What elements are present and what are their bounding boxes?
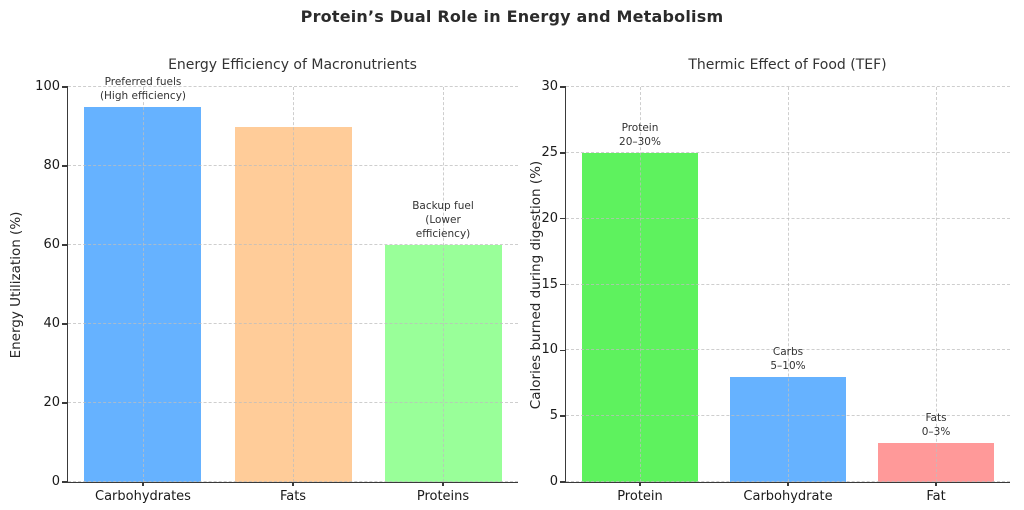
x-tick-mark [142,482,144,486]
plot-area: Preferred fuels (High efficiency) Backup … [35,76,518,504]
y-tick-label: 30 [541,79,558,94]
y-tick-label: 0 [549,474,558,489]
y-tick-label: 60 [43,237,60,252]
y-tick-mark [559,349,566,352]
y-tick-mark [559,152,566,154]
y-tick-label: 100 [35,79,60,94]
x-tick-mark [935,482,937,486]
y-tick-mark [61,481,68,483]
gridline-vertical [639,87,641,482]
axes-title: Energy Efficiency of Macronutrients [168,57,417,73]
y-tick-label: 40 [43,316,60,331]
gridline-vertical [293,87,294,482]
bar-annotation: Backup fuel (Lower efficiency) [412,200,474,241]
gridline-horizontal [68,86,518,87]
figure-title: Protein’s Dual Role in Energy and Metabo… [300,7,724,26]
y-tick-mark [559,283,566,286]
x-tick-label: Proteins [416,489,470,504]
y-tick-label: 80 [43,158,60,173]
x-tick-label: Carbohydrates [95,489,191,504]
y-tick-label: 20 [43,395,60,410]
y-tick-mark [61,244,68,246]
bar-annotation: Preferred fuels (High efficiency) [99,76,187,102]
y-tick-label: 0 [51,474,60,489]
bar-annotation: Protein 20–30% [619,122,661,148]
x-tick-label: Protein [617,489,663,504]
x-tick-label: Fat [926,489,946,504]
gridline-vertical [443,87,444,482]
y-tick-mark [61,402,68,404]
y-tick-mark [559,415,566,417]
x-tick-mark [292,482,294,486]
x-tick-mark [787,482,789,486]
y-tick-mark [559,481,566,483]
bar-annotation: Fats 0–3% [921,411,951,438]
y-tick-label: 25 [541,144,558,160]
y-tick-mark [559,86,566,88]
y-tick-mark [61,323,68,325]
y-tick-label: 5 [549,408,558,424]
y-tick-mark [61,86,68,88]
y-tick-label: 20 [541,210,558,226]
x-tick-mark [639,482,641,486]
bar-fat [878,442,994,482]
plot-area: Protein 20–30% Carbs 5–10% Fats 0–3% 0 5 10 15… [541,79,1010,504]
y-tick-label: 15 [541,276,558,292]
x-tick-label: Carbohydrate [743,489,833,504]
x-tick-label: Fats [279,489,307,504]
gridline-vertical [936,87,937,482]
axes-title: Thermic Effect of Food (TEF) [688,57,887,73]
x-tick-mark [442,482,444,486]
y-tick-mark [61,165,68,167]
gridline-vertical [788,87,789,482]
gridline-horizontal [566,86,1010,87]
y-tick-mark [559,217,566,220]
y-axis-label: Energy Utilization (%) [8,211,24,359]
gridline-vertical [142,87,144,482]
y-tick-label: 10 [541,342,558,358]
bar-carbohydrate [730,376,846,482]
bar-annotation: Carbs 5–10% [770,345,806,372]
